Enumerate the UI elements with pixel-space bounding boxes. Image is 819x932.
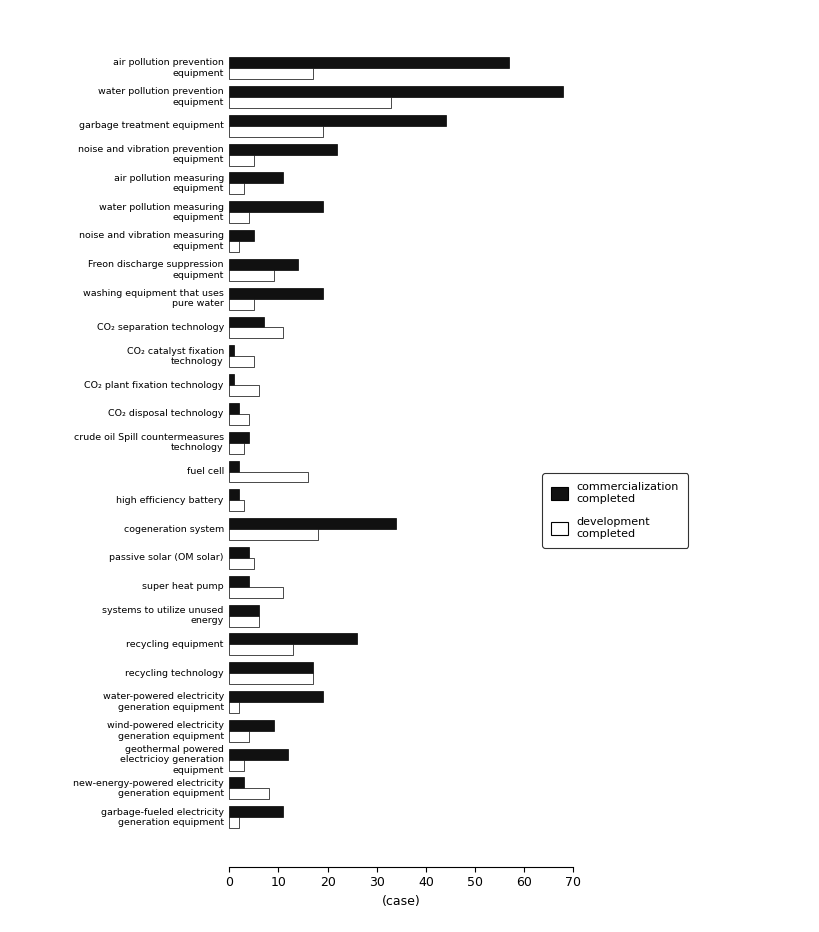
Bar xyxy=(229,403,239,414)
Bar xyxy=(229,97,391,108)
Bar xyxy=(229,472,308,483)
Bar xyxy=(229,500,244,512)
Bar xyxy=(229,327,283,338)
Bar xyxy=(229,241,239,252)
Bar xyxy=(229,587,283,597)
Bar xyxy=(229,673,313,684)
Bar xyxy=(229,317,264,327)
Bar xyxy=(229,817,239,829)
Bar xyxy=(229,346,234,356)
Bar xyxy=(229,57,509,68)
Bar xyxy=(229,443,244,454)
Bar xyxy=(229,212,249,223)
Bar xyxy=(229,270,274,281)
Bar xyxy=(229,356,254,367)
Bar xyxy=(229,460,239,472)
Bar xyxy=(229,288,323,298)
Bar xyxy=(229,298,254,309)
Bar xyxy=(229,605,259,615)
Legend: commercialization
completed, development
completed: commercialization completed, development… xyxy=(542,473,688,548)
Bar xyxy=(229,634,357,644)
Bar xyxy=(229,777,244,788)
Bar xyxy=(229,731,249,742)
Bar xyxy=(229,576,249,587)
Bar xyxy=(229,86,563,97)
X-axis label: (case): (case) xyxy=(382,895,421,908)
Bar xyxy=(229,644,293,655)
Bar xyxy=(229,720,274,731)
Bar xyxy=(229,788,269,800)
Bar xyxy=(229,547,249,558)
Bar xyxy=(229,518,396,529)
Bar xyxy=(229,259,298,270)
Bar xyxy=(229,806,283,817)
Bar xyxy=(229,155,254,166)
Bar xyxy=(229,615,259,626)
Bar xyxy=(229,702,239,713)
Bar xyxy=(229,201,323,212)
Bar xyxy=(229,144,337,155)
Bar xyxy=(229,68,313,79)
Bar xyxy=(229,184,244,195)
Bar xyxy=(229,414,249,425)
Bar xyxy=(229,126,323,137)
Bar xyxy=(229,432,249,443)
Bar xyxy=(229,115,446,126)
Bar xyxy=(229,663,313,673)
Bar xyxy=(229,529,318,540)
Bar xyxy=(229,374,234,385)
Bar xyxy=(229,489,239,500)
Bar xyxy=(229,385,259,396)
Bar xyxy=(229,230,254,241)
Bar xyxy=(229,172,283,184)
Bar xyxy=(229,748,288,760)
Bar xyxy=(229,558,254,569)
Bar xyxy=(229,691,323,702)
Bar xyxy=(229,760,244,771)
